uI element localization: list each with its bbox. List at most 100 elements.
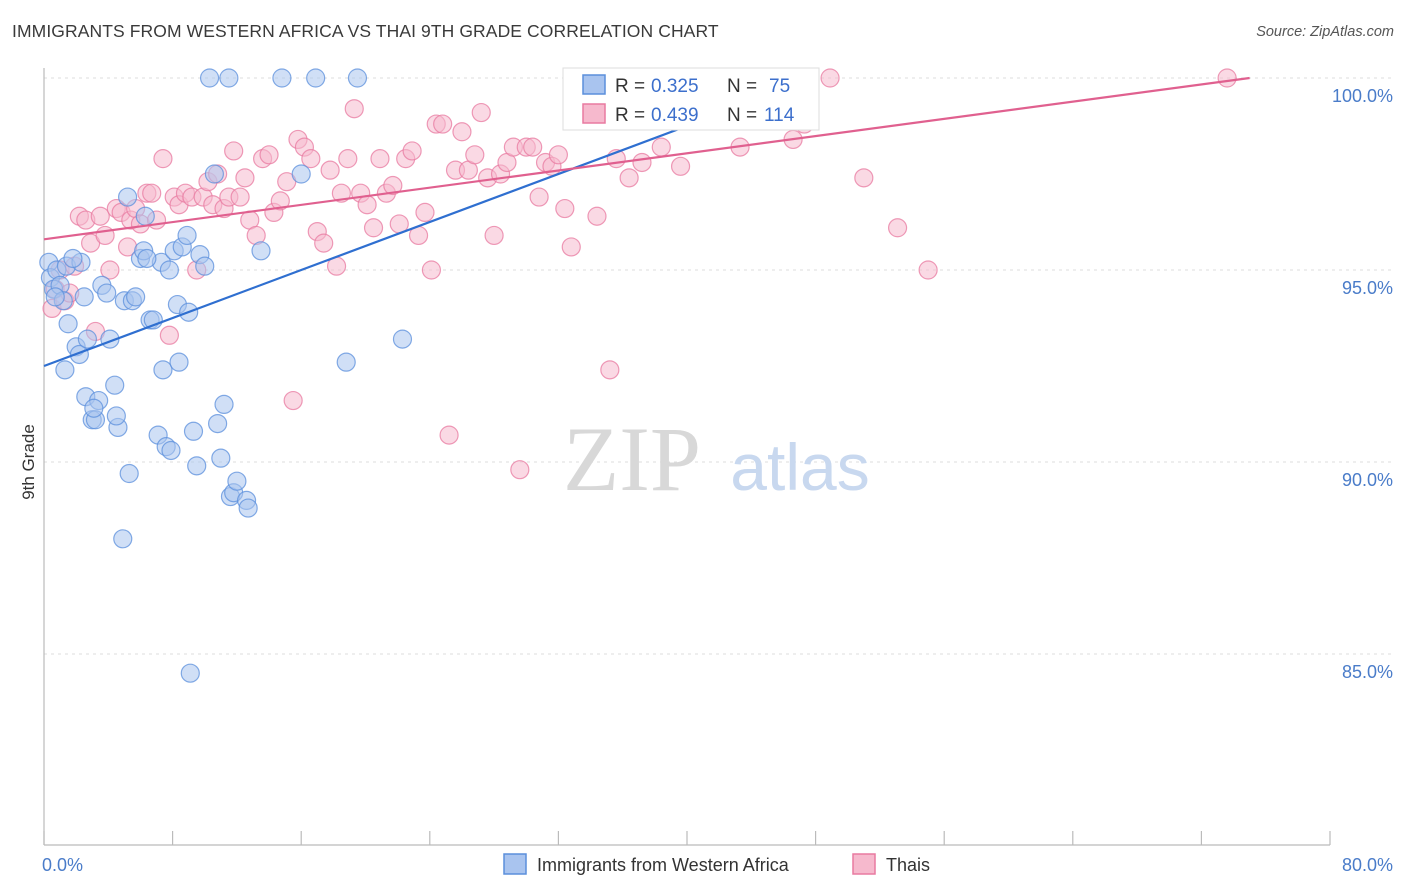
thais-point (561, 237, 581, 257)
thais-point (235, 168, 255, 188)
y-tick-label: 95.0% (1342, 278, 1393, 298)
western-africa-point (169, 352, 189, 372)
western-africa-point (219, 68, 239, 88)
stats-blue-n-value: 75 (769, 76, 790, 97)
western-africa-point (58, 314, 78, 334)
thais-point (421, 260, 442, 280)
western-africa-point (208, 414, 228, 434)
thais-point (439, 425, 459, 445)
western-africa-point (77, 329, 98, 349)
western-africa-point (106, 406, 126, 426)
western-africa-point (126, 287, 146, 307)
western-africa-point (238, 498, 258, 518)
stats-box: R = 0.325 N = 75 R = 0.439 N = 114 (562, 67, 820, 131)
thais-point (484, 225, 504, 246)
watermark-atlas: atlas (730, 430, 869, 504)
thais-point (523, 137, 543, 157)
watermark: ZIP atlas (563, 408, 870, 510)
western-africa-point (45, 287, 65, 307)
thais-point (370, 149, 390, 169)
thais-point (415, 202, 435, 222)
thais-point (632, 152, 652, 173)
thais-point (854, 168, 874, 188)
legend-pink-swatch (852, 853, 876, 875)
stats-pink-r-value: 0.439 (651, 105, 699, 126)
thais-point (314, 233, 334, 253)
thais-point (90, 206, 110, 226)
western-africa-point (117, 187, 138, 207)
western-africa-point (199, 68, 220, 88)
thais-point (259, 145, 279, 165)
thais-point (619, 168, 639, 188)
western-africa-trend-line (43, 124, 688, 368)
thais-point (95, 225, 115, 246)
thais-point (159, 325, 179, 345)
x-tick-label-min: 0.0% (42, 855, 83, 875)
thais-point (510, 460, 530, 480)
thais-trend-line (43, 76, 1250, 241)
thais-point (357, 195, 377, 215)
y-tick-label: 90.0% (1342, 470, 1393, 490)
legend-pink-label: Thais (886, 855, 930, 875)
thais-point (142, 183, 162, 203)
stats-pink-n-label: N = (727, 105, 757, 126)
grid (44, 77, 1393, 655)
western-africa-point (97, 283, 117, 303)
western-africa-point (336, 352, 356, 372)
western-africa-point (84, 398, 104, 418)
thais-point (301, 149, 321, 169)
stats-pink-r-label: R = (615, 105, 645, 126)
western-africa-point (195, 256, 215, 276)
thais-point (600, 360, 620, 380)
x-tick-label-max: 80.0% (1342, 855, 1393, 875)
y-tick-label: 100.0% (1332, 86, 1393, 106)
y-axis-label: 9th Grade (19, 424, 38, 500)
western-africa-point (63, 248, 83, 269)
thais-point (1217, 68, 1237, 88)
thais-point (555, 198, 575, 219)
thais-point (283, 390, 303, 411)
thais-point (587, 206, 607, 226)
stats-blue-r-label: R = (615, 76, 645, 97)
western-africa-point (187, 456, 207, 476)
western-africa-point (113, 529, 133, 549)
western-africa-point (291, 164, 311, 184)
western-africa-point (105, 375, 125, 395)
thais-point (338, 149, 358, 169)
thais-point (529, 187, 549, 207)
western-africa-point (272, 68, 292, 88)
western-africa-point (180, 663, 200, 683)
thais-point (363, 218, 384, 238)
legend-blue-label: Immigrants from Western Africa (537, 855, 790, 875)
thais-point (651, 137, 671, 157)
thais-point (433, 114, 453, 134)
western-africa-point (177, 225, 197, 246)
thais-point (452, 122, 472, 142)
axes (43, 68, 1331, 846)
legend: Immigrants from Western Africa Thais (503, 853, 930, 875)
western-africa-point (306, 68, 326, 88)
thais-point (100, 260, 120, 280)
y-tick-label: 85.0% (1342, 662, 1393, 682)
thais-point (383, 175, 403, 196)
western-africa-point (137, 248, 157, 269)
trend-lines (43, 76, 1250, 368)
thais-point (887, 218, 908, 238)
watermark-zip: ZIP (563, 408, 701, 510)
thais-point (344, 99, 364, 119)
legend-blue-swatch (503, 853, 527, 875)
thais-point (918, 260, 938, 280)
western-africa-point (119, 463, 139, 484)
western-africa-point (183, 421, 204, 441)
thais-point (548, 145, 569, 165)
thais-point (471, 102, 491, 123)
western-africa-point (161, 440, 181, 461)
western-africa-point (227, 471, 247, 491)
thais-point (331, 183, 351, 203)
source-label: Source: ZipAtlas.com (1256, 24, 1394, 40)
western-africa-point (153, 360, 173, 380)
western-africa-point (159, 260, 179, 280)
stats-pink-n-value: 114 (764, 105, 795, 126)
stats-blue-n-label: N = (727, 76, 757, 97)
